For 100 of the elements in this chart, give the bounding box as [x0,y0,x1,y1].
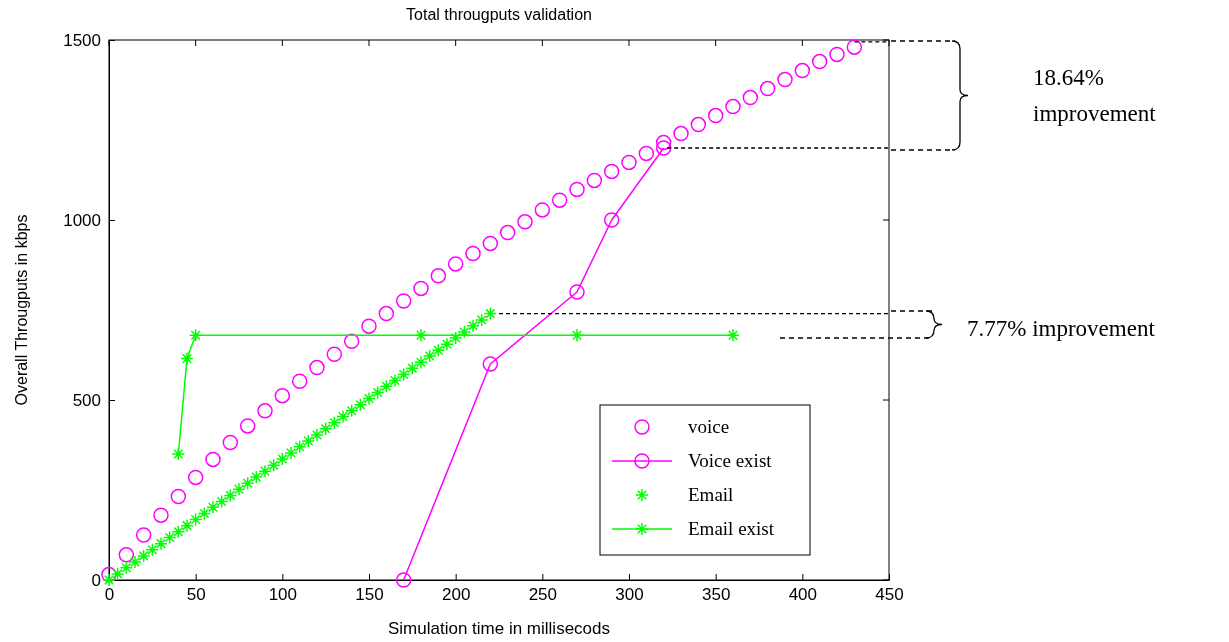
point [110,567,125,581]
point [742,89,759,106]
point [318,422,333,436]
point [379,379,394,394]
point [846,39,863,55]
point [257,403,273,419]
point [145,543,160,557]
point [188,328,203,342]
point [448,331,463,345]
point [447,256,464,272]
point [655,134,672,151]
chart-title: Total througputs validation [406,6,592,23]
point [310,428,324,442]
x-tick-label: 350 [701,585,731,605]
x-tick-label: 450 [875,585,904,605]
point [517,214,533,230]
point [362,391,376,406]
x-tick-label: 250 [528,585,558,605]
point [187,469,204,486]
point [396,367,411,382]
y-tick-label: 1500 [63,30,101,50]
x-tick-label: 0 [104,585,115,605]
point [395,293,412,309]
legend-label: Email [688,484,734,505]
point [465,245,481,262]
point [794,62,811,79]
point [569,181,585,198]
point [603,212,620,228]
point [171,525,186,539]
point [135,527,152,543]
point [829,46,845,63]
point [205,451,221,468]
point [534,202,551,218]
point [353,397,368,412]
point [197,506,212,521]
point [327,415,342,430]
point [274,387,291,404]
point [240,476,255,490]
legend-label: voice [688,416,730,437]
point [466,319,480,333]
point [258,464,272,479]
point [162,530,177,545]
x-tick-label: 400 [788,585,818,605]
point [180,351,194,366]
point [551,192,568,208]
point [275,452,290,466]
x-tick-label: 150 [355,585,384,605]
point [483,306,498,321]
legend-label: Email exist [688,518,775,539]
point [326,346,343,363]
point [232,482,246,497]
point [292,440,307,454]
point [153,507,169,523]
point [422,349,437,363]
point [655,140,672,156]
point [180,518,194,533]
y-tick-label: 0 [91,570,101,590]
point [586,172,603,189]
x-tick-label: 50 [186,585,206,605]
point [395,572,412,588]
point [431,343,446,358]
point [430,268,447,284]
y-tick-label: 1000 [63,210,101,230]
point [222,434,239,451]
x-tick-label: 200 [441,585,471,605]
point [690,116,707,133]
y-axis-title: Overall Througputs in kbps [13,214,30,406]
point [621,154,637,171]
point [811,53,828,70]
point [759,80,776,97]
point [603,163,620,180]
point [119,561,134,575]
point [673,125,689,142]
point [482,235,499,252]
point [170,488,187,505]
legend-label: Voice exist [688,450,773,471]
point [388,373,402,388]
point [206,500,220,515]
point [725,98,741,115]
point [102,573,116,587]
x-axis-title: Simulation time in millisecods [387,619,611,638]
point [414,355,428,369]
point [569,284,585,300]
y-tick-label: 500 [72,390,101,410]
x-tick-label: 300 [615,585,644,605]
point [309,359,325,376]
point [249,470,264,484]
point [223,488,238,503]
point [188,512,203,527]
point [457,325,472,339]
point [638,145,655,162]
point [482,356,499,372]
point [499,224,516,241]
point [344,404,359,418]
point [171,447,186,461]
point [214,494,229,509]
point [361,318,377,334]
point [413,280,429,297]
point [301,434,316,448]
point [370,385,385,400]
